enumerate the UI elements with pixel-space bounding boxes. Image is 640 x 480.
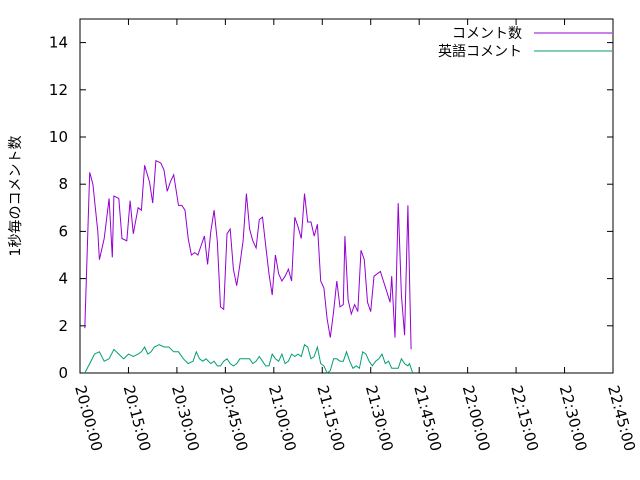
y-tick-label: 2 — [58, 317, 68, 335]
plot-frame — [79, 18, 614, 374]
y-tick-label: 12 — [49, 81, 68, 99]
series-line-1 — [84, 343, 414, 374]
y-axis-ticks: 0 2 4 6 8 10 12 14 — [49, 34, 613, 382]
y-tick-label: 0 — [58, 364, 68, 382]
y-axis-label: 1秒毎のコメント数 — [8, 136, 24, 257]
y-tick-label: 6 — [58, 222, 68, 240]
y-tick-label: 8 — [58, 175, 68, 193]
legend-label-1: 英語コメント — [438, 43, 522, 60]
series-line-0 — [84, 159, 412, 350]
series-layer — [84, 159, 414, 374]
legend-label-0: コメント数 — [452, 26, 522, 42]
y-tick-label: 10 — [49, 128, 68, 146]
y-tick-label: 14 — [49, 34, 68, 52]
y-tick-label: 4 — [58, 270, 68, 288]
